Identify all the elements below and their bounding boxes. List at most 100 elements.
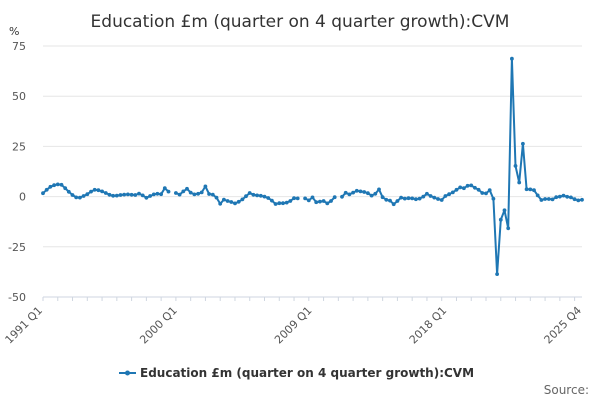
data-point — [502, 208, 507, 213]
data-point — [144, 195, 149, 200]
data-point — [303, 196, 307, 201]
y-tick-label: -50 — [8, 291, 26, 304]
data-point — [366, 191, 370, 196]
data-point — [462, 186, 466, 191]
data-point — [70, 193, 75, 197]
data-point — [402, 196, 407, 201]
data-point — [255, 193, 259, 198]
y-tick-label: 75 — [12, 40, 26, 53]
data-point — [66, 189, 71, 194]
legend-point-marker — [125, 370, 130, 376]
data-point — [347, 192, 352, 197]
data-point — [572, 197, 577, 202]
data-point — [55, 182, 60, 187]
data-point — [539, 198, 544, 202]
y-tick-label: 25 — [12, 140, 26, 153]
data-point — [343, 190, 348, 195]
data-point — [318, 199, 322, 204]
data-point — [284, 200, 289, 205]
data-point — [181, 189, 186, 194]
data-point — [565, 194, 570, 199]
data-point — [203, 184, 208, 189]
data-point — [380, 195, 385, 200]
data-point — [114, 193, 119, 198]
data-point — [487, 188, 492, 193]
data-point — [513, 164, 518, 168]
data-point — [358, 189, 363, 194]
data-point — [52, 183, 56, 188]
data-point — [103, 191, 108, 195]
y-tick-label: 50 — [12, 90, 26, 103]
data-point — [476, 187, 481, 192]
data-point — [454, 187, 459, 192]
data-point — [517, 180, 522, 185]
data-point — [417, 196, 422, 201]
y-tick-label: 0 — [19, 191, 26, 204]
data-point — [354, 188, 359, 193]
data-point — [528, 187, 533, 192]
data-point — [465, 183, 470, 188]
data-point — [295, 196, 300, 201]
data-point — [384, 197, 389, 202]
data-point — [196, 191, 201, 196]
data-point — [137, 191, 141, 196]
data-point — [439, 198, 444, 202]
data-point — [148, 194, 153, 198]
data-point — [188, 190, 193, 195]
data-point — [292, 196, 296, 201]
data-point — [535, 193, 540, 198]
data-point — [41, 191, 45, 196]
data-point — [450, 190, 455, 195]
data-point — [44, 187, 49, 192]
x-tick-label: 1991 Q1 — [3, 304, 46, 347]
data-point — [521, 141, 525, 146]
data-point — [159, 192, 164, 197]
data-point — [406, 196, 411, 201]
data-point — [59, 182, 64, 187]
data-point — [388, 198, 392, 203]
data-point — [78, 195, 82, 200]
data-point — [310, 195, 315, 200]
data-point — [325, 201, 330, 206]
data-point — [111, 193, 115, 198]
data-point — [207, 192, 212, 196]
data-point — [89, 189, 93, 194]
series-line-segment — [341, 57, 583, 276]
data-point — [473, 185, 477, 190]
data-point — [369, 193, 374, 198]
data-point — [81, 194, 86, 198]
data-point — [251, 192, 256, 197]
data-point — [288, 199, 293, 203]
data-point — [236, 199, 241, 204]
data-point — [432, 195, 437, 200]
data-point — [510, 56, 514, 61]
data-point — [550, 197, 555, 202]
data-point — [436, 197, 440, 201]
legend[interactable]: Education £m (quarter on 4 quarter growt… — [119, 366, 474, 380]
data-point — [244, 194, 248, 199]
x-tick-label: 2018 Q1 — [407, 304, 450, 347]
data-point — [281, 201, 285, 206]
data-point — [580, 197, 584, 202]
y-axis-unit: % — [9, 25, 19, 38]
series-layer — [41, 56, 584, 276]
data-point — [332, 195, 337, 200]
data-point — [277, 201, 282, 206]
data-point — [155, 191, 160, 196]
data-point — [373, 191, 378, 196]
data-point — [177, 192, 182, 197]
data-point — [262, 194, 267, 199]
data-point — [126, 192, 130, 197]
chart-title: Education £m (quarter on 4 quarter growt… — [91, 12, 510, 32]
data-point — [225, 199, 230, 203]
data-point — [395, 199, 400, 203]
data-point — [270, 198, 274, 203]
y-tick-label: -25 — [8, 241, 26, 254]
data-point — [229, 200, 234, 204]
data-point — [129, 192, 134, 197]
data-point — [351, 190, 355, 195]
data-point — [210, 192, 215, 197]
data-point — [48, 184, 53, 189]
data-point — [240, 197, 245, 202]
data-point — [140, 193, 145, 198]
